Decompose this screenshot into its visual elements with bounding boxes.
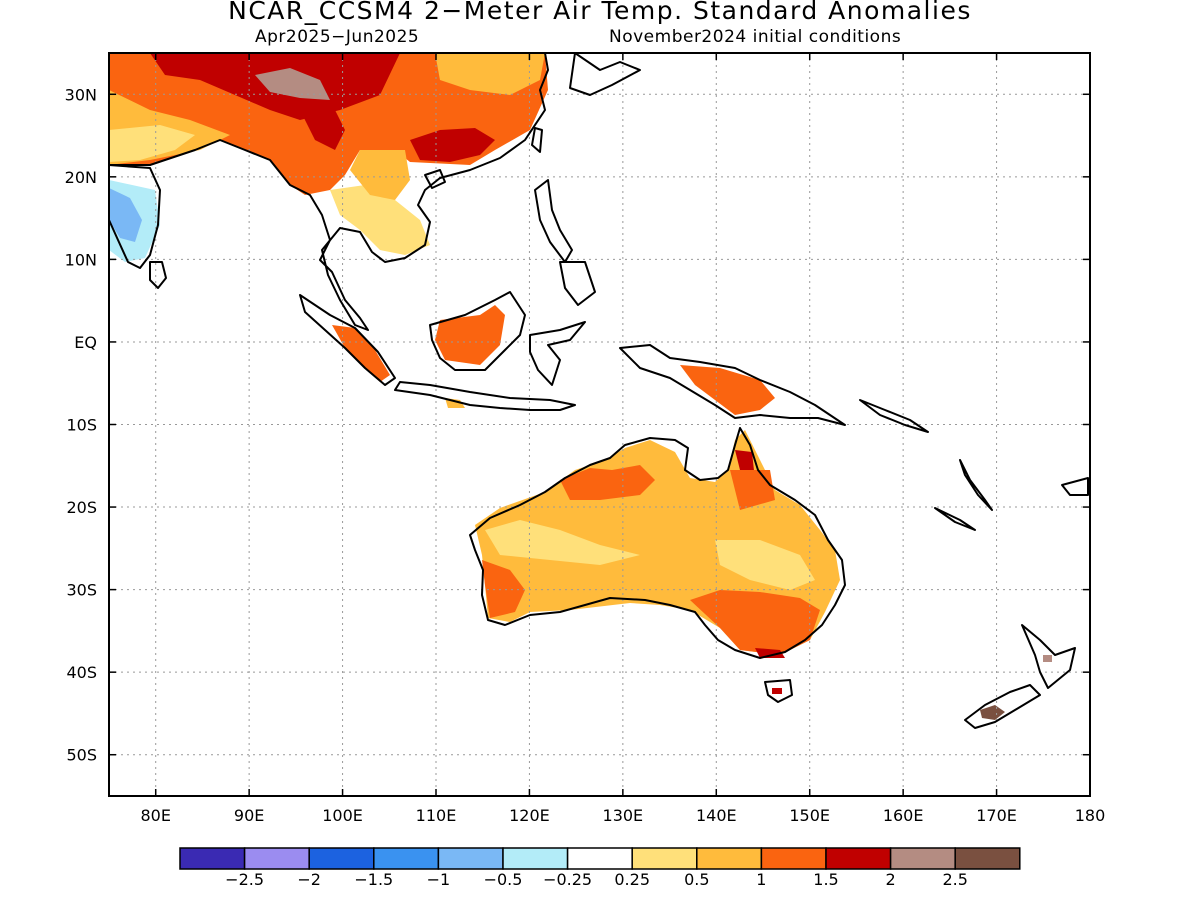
anomaly-region-indochina [330, 185, 430, 255]
lat-tick-label: 20N [65, 168, 97, 187]
coastline-philippines-mindanao [559, 261, 596, 306]
initial-conditions: November2024 initial conditions [609, 27, 902, 47]
lat-tick-label: 30N [65, 85, 97, 104]
lon-tick-label: 150E [789, 806, 830, 825]
colorbar-swatch [889, 847, 956, 870]
coastline-india [109, 164, 161, 269]
anomaly-region-australia-north [560, 465, 655, 500]
coastline-java [394, 381, 576, 411]
coastlines [109, 53, 1089, 729]
colorbar-swatch [179, 847, 246, 870]
anomaly-region-borneo [435, 305, 505, 365]
lon-tick-label: 130E [603, 806, 644, 825]
colorbar-swatch [243, 847, 310, 870]
anomaly-region-australia-east-slight [715, 540, 815, 590]
coastline-nz-south [964, 684, 1041, 729]
colorbar-label: 1 [756, 870, 766, 889]
coastline-sri-lanka [149, 261, 167, 289]
forecast-period: Apr2025−Jun2025 [255, 27, 420, 47]
lat-tick-label: 50S [66, 746, 97, 765]
lon-tick-label: 100E [322, 806, 363, 825]
colorbar-swatch [954, 847, 1021, 870]
lat-tick-label: 40S [66, 663, 97, 682]
coastline-new-guinea [619, 344, 846, 426]
colorbar-swatch [566, 847, 633, 870]
anomaly-region-cape-york [730, 470, 775, 510]
colorbar-label: −1 [427, 870, 451, 889]
coastline-asia-mainland [109, 53, 549, 331]
lon-tick-label: 80E [140, 806, 170, 825]
coastline-fiji [1061, 477, 1089, 496]
colorbar-swatch [696, 847, 763, 870]
lon-tick-label: 170E [976, 806, 1017, 825]
coastline-sumatra [299, 294, 396, 386]
anomaly-region-sumatra [332, 325, 390, 382]
colorbar-swatch [631, 847, 698, 870]
anomaly-region-australia-interior-slight [485, 520, 640, 565]
anomaly-region-indochina-moderate [350, 150, 410, 200]
anomaly-region-tasmania [772, 688, 782, 694]
coastline-vanuatu [959, 459, 993, 511]
colorbar-label: 0.5 [684, 870, 709, 889]
colorbar-label: −1.5 [354, 870, 393, 889]
lon-tick-label: 160E [883, 806, 924, 825]
coastline-solomon [859, 399, 929, 433]
anomaly-region-new-zealand-north [1043, 655, 1052, 662]
coastline-tasmania [764, 679, 793, 703]
anomaly-shading [109, 53, 1052, 720]
map-axes: 30N 20N 10N EQ 10S 20S 30S 40S 50S 80E 90E 100E 110E… [65, 53, 1106, 825]
colorbar-label: 0.25 [614, 870, 650, 889]
anomaly-region-china-slight [435, 53, 545, 95]
lat-tick-label: 10N [65, 250, 97, 269]
anomaly-region-australia-south [690, 590, 820, 655]
colorbar-label: −0.5 [484, 870, 523, 889]
lat-tick-label: 30S [66, 581, 97, 600]
coastline-hainan [424, 169, 446, 189]
anomaly-region-south-china-strong [410, 128, 495, 162]
coastline-philippines-luzon [534, 179, 573, 263]
graticule [109, 53, 1090, 796]
anomaly-region-new-zealand-south [980, 705, 1005, 720]
anomaly-region-victoria-strong [755, 648, 785, 658]
lon-tick-label: 120E [509, 806, 550, 825]
lat-tick-label: 20S [66, 498, 97, 517]
coastline-sulawesi [529, 321, 586, 386]
colorbar-label: 1.5 [813, 870, 838, 889]
anomaly-region-yunnan-strong [300, 100, 345, 150]
colorbar-swatch [308, 847, 375, 870]
anomaly-region-asia-slight [109, 125, 195, 162]
lon-tick-label: 140E [696, 806, 737, 825]
anomaly-region-australia-west [482, 560, 525, 618]
colorbar-swatch [502, 847, 569, 870]
map-frame [108, 52, 1091, 797]
colorbar-swatch [760, 847, 827, 870]
colorbar-swatch [437, 847, 504, 870]
anomaly-region-tibet-extreme [255, 68, 330, 100]
coastline-australia [469, 427, 846, 659]
coastline-borneo [429, 291, 526, 371]
colorbar-label: −0.25 [543, 870, 592, 889]
colorbar-swatch [825, 847, 892, 870]
coastline-nz-north [1021, 624, 1076, 689]
colorbar-label: −2 [297, 870, 321, 889]
anomaly-region-india-cool [109, 188, 142, 242]
map-title: NCAR_CCSM4 2−Meter Air Temp. Standard An… [228, 0, 972, 25]
colorbar-swatch [373, 847, 440, 870]
lon-tick-label: 180 [1075, 806, 1106, 825]
colorbar-label: −2.5 [225, 870, 264, 889]
colorbar-label: 2.5 [942, 870, 967, 889]
coastline-japan [569, 53, 641, 96]
coastline-new-caledonia [934, 507, 976, 531]
coastline-taiwan [531, 127, 543, 153]
lon-tick-label: 110E [416, 806, 457, 825]
colorbar-label: 2 [886, 870, 896, 889]
lat-tick-label: EQ [74, 333, 97, 352]
anomaly-region-new-guinea [680, 365, 775, 415]
lon-tick-label: 90E [234, 806, 264, 825]
lat-tick-label: 10S [66, 416, 97, 435]
colorbar: −2.5 −2 −1.5 −1 −0.5 −0.25 0.25 0.5 1 1.5 2 2.5 [179, 847, 1021, 889]
